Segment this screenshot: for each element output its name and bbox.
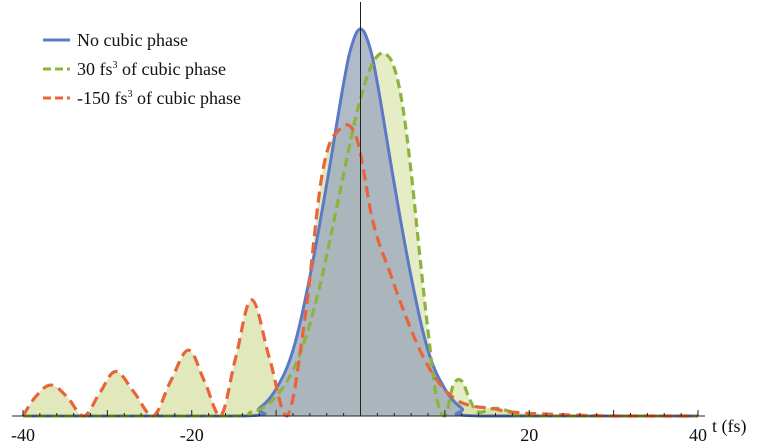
pos-cubic-line xyxy=(22,51,698,418)
axes: -40 -20 20 40 t (fs) xyxy=(11,2,747,445)
legend-label: No cubic phase xyxy=(77,30,188,50)
neg-cubic-line xyxy=(21,123,698,418)
x-tick-label: -40 xyxy=(11,425,35,445)
x-tick-label: 20 xyxy=(520,425,538,445)
x-tick-label: -20 xyxy=(180,425,204,445)
legend: No cubic phase 30 fs3 of cubic phase -150 … xyxy=(43,30,241,108)
legend-label: 30 fs3 of cubic phase xyxy=(77,59,226,79)
legend-superscript: 3 xyxy=(113,60,118,71)
x-axis-label: t (fs) xyxy=(712,416,747,437)
x-tick-label: 40 xyxy=(689,425,707,445)
legend-superscript: 3 xyxy=(128,89,133,100)
legend-label: -150 fs3 of cubic phase xyxy=(77,88,241,108)
